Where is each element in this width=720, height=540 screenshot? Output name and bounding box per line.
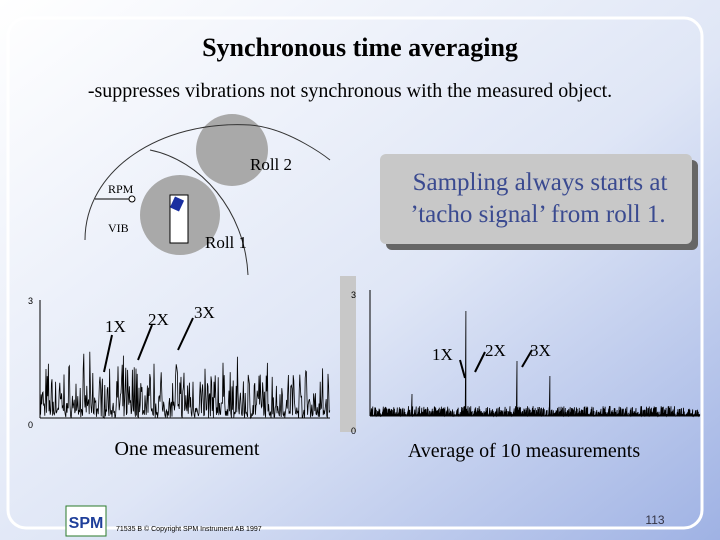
callout-text: Sampling always starts at: [413, 169, 668, 196]
roll1-label: Roll 1: [205, 233, 247, 252]
y-tick-label: 3: [351, 290, 356, 300]
logo: SPM: [69, 515, 104, 532]
caption: One measurement: [115, 438, 260, 460]
copyright: 71535 B © Copyright SPM Instrument AB 19…: [116, 525, 262, 533]
web: [84, 124, 331, 241]
peak-label: 1X: [432, 345, 453, 364]
callout-text: ’tacho signal’ from roll 1.: [410, 201, 665, 228]
subtitle: -suppresses vibrations not synchronous w…: [88, 80, 612, 102]
peak-label: 2X: [148, 310, 169, 329]
frame: [6, 16, 704, 530]
peak-label: 1X: [105, 317, 126, 336]
spectrum: [39, 310, 701, 420]
arrows: [103, 317, 533, 379]
divider: [340, 276, 356, 432]
rpm-dot: [128, 195, 136, 203]
peak-label: 3X: [194, 303, 215, 322]
tacho: [169, 196, 185, 212]
vib-label: VIB: [108, 221, 129, 235]
caption: Average of 10 measurements: [408, 440, 641, 462]
rpm-label: RPM: [108, 182, 134, 196]
y-tick-label: 0: [28, 420, 33, 430]
logo-box: [65, 505, 107, 537]
noise-trace: [39, 351, 331, 420]
y-tick-label: 3: [28, 296, 33, 306]
page-number: 113: [645, 513, 664, 527]
y-tick-label: 0: [351, 426, 356, 436]
peak-label: 3X: [530, 341, 551, 360]
roll2-label: Roll 2: [250, 155, 292, 174]
roll2: [196, 114, 268, 186]
title: Synchronous time averaging: [202, 33, 518, 62]
callout: [380, 154, 692, 244]
peak-label: 2X: [485, 341, 506, 360]
web: [149, 149, 249, 276]
average-trace: [369, 310, 701, 418]
